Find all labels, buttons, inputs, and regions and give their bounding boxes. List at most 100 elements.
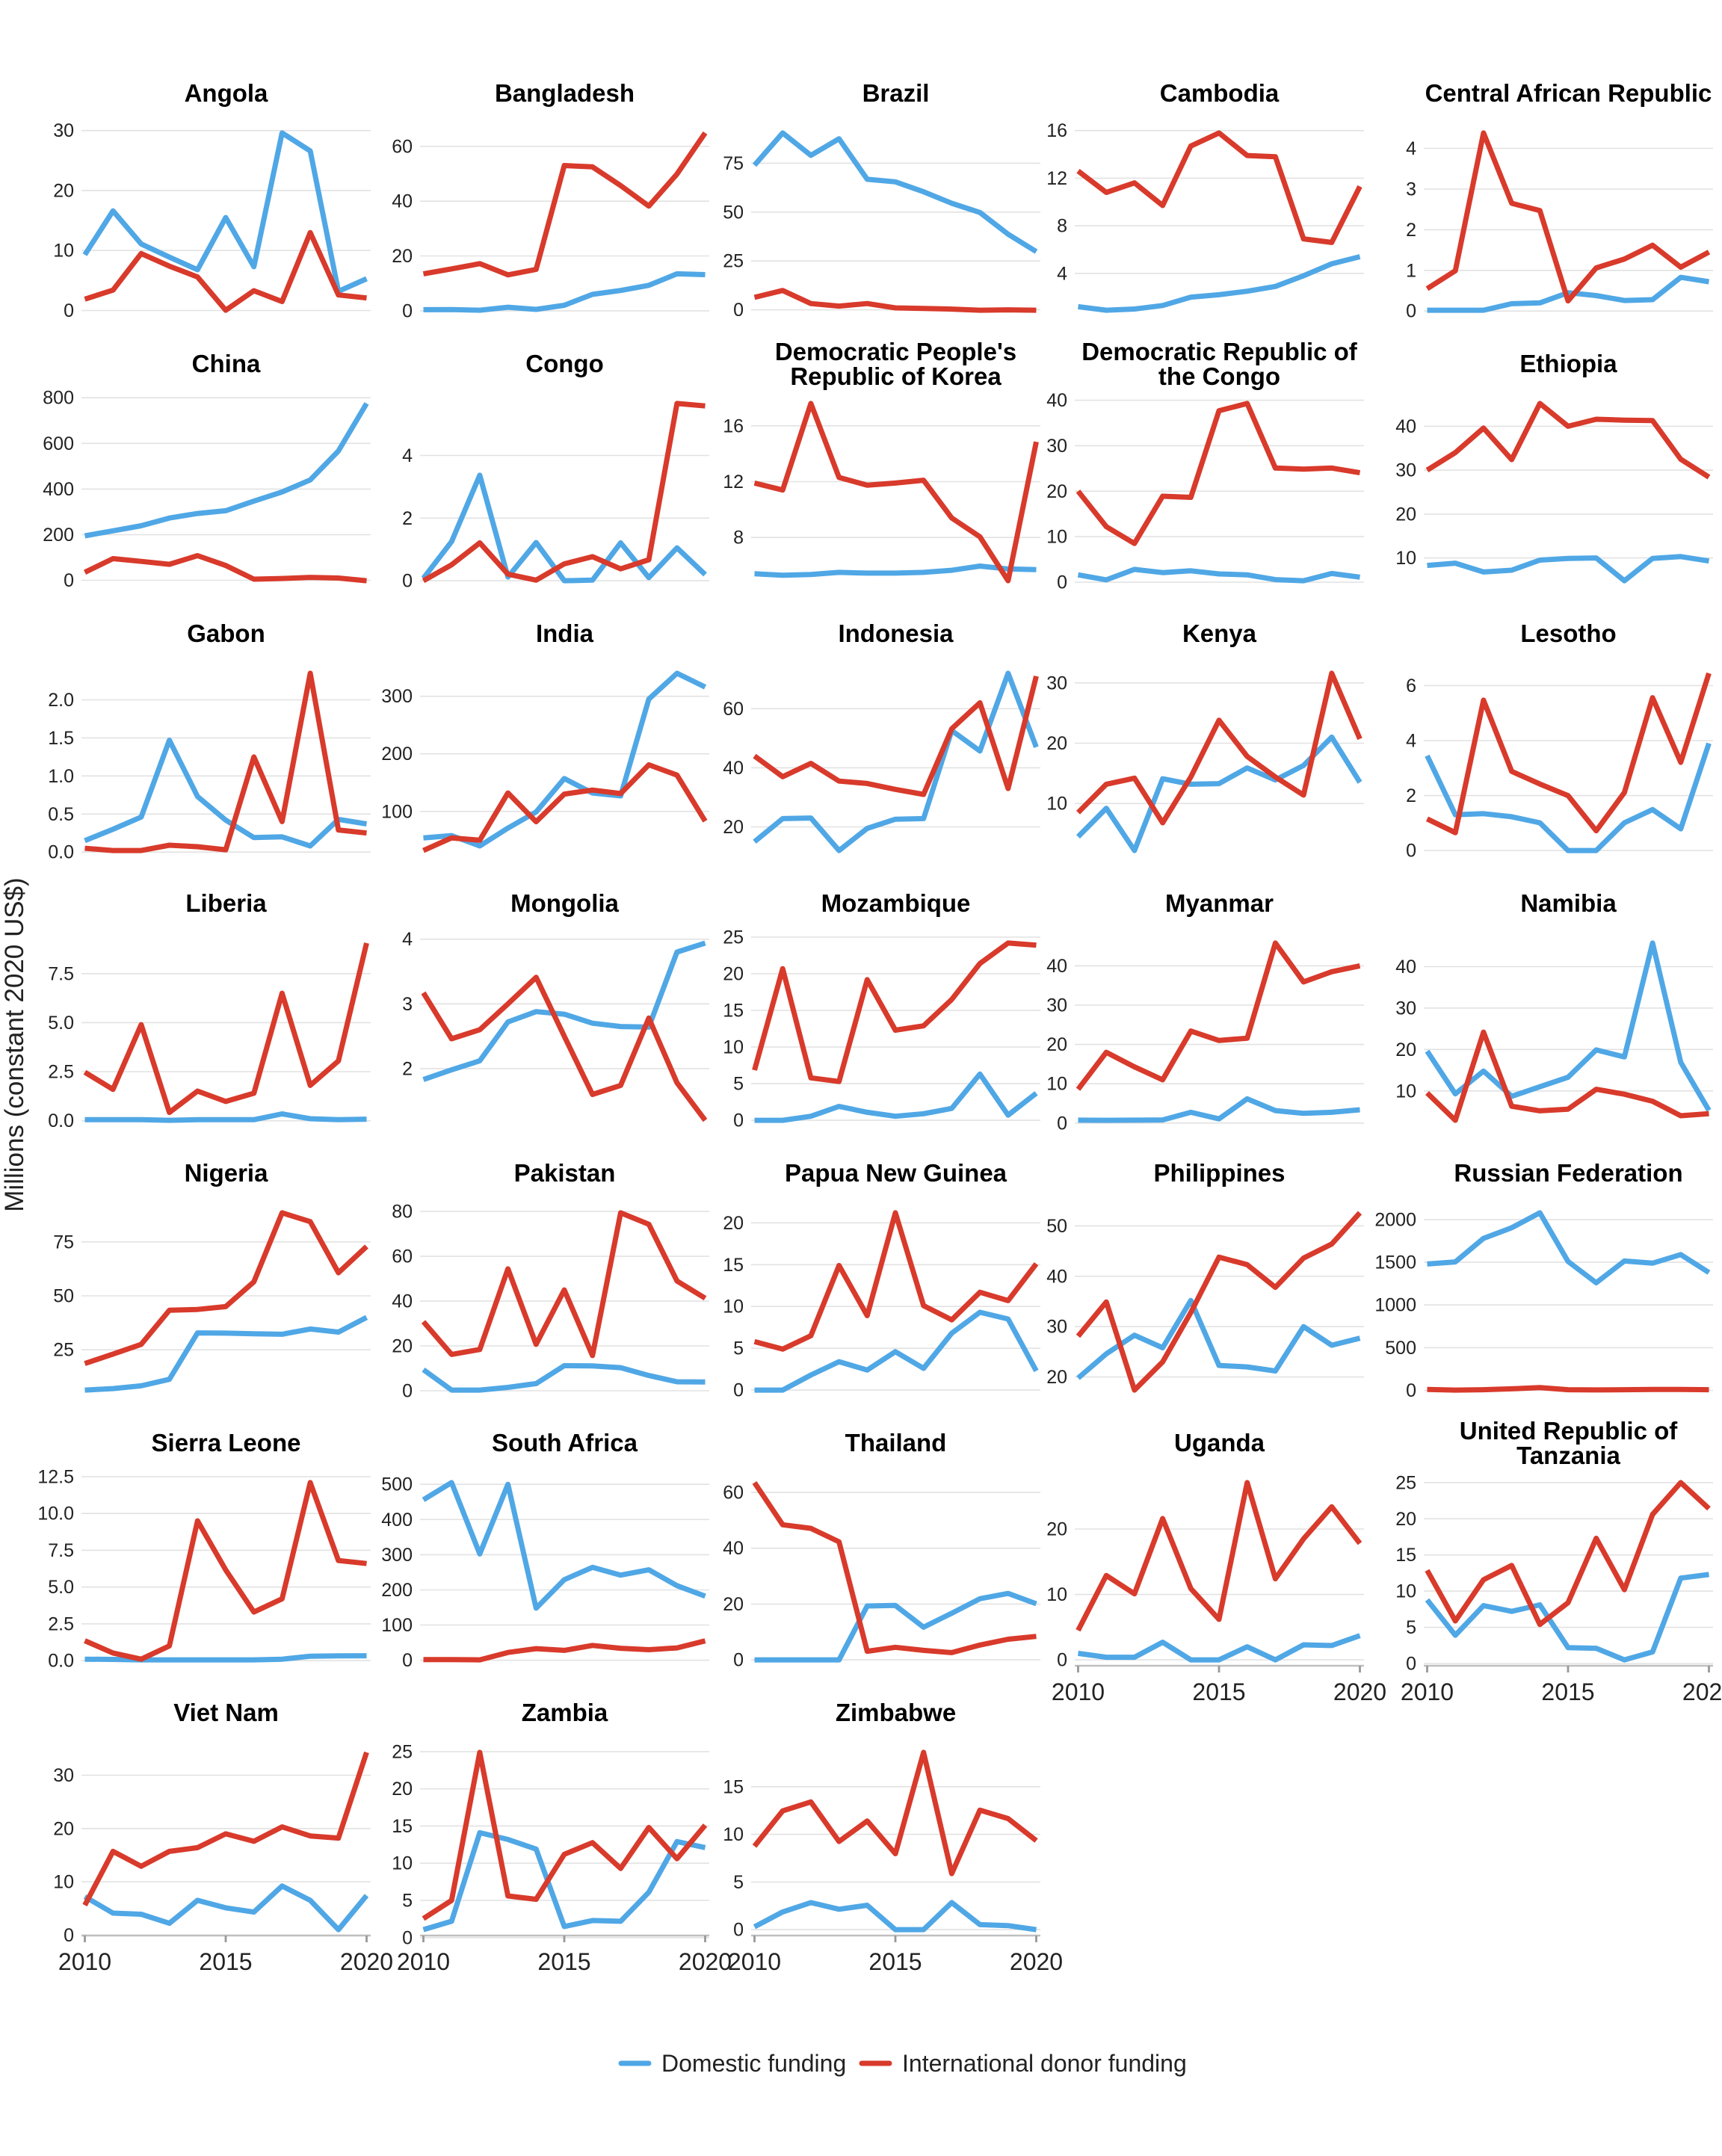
svg-text:2015: 2015: [537, 1948, 590, 1975]
svg-text:15: 15: [723, 1255, 744, 1276]
svg-text:India: India: [536, 620, 594, 647]
svg-text:0: 0: [733, 300, 744, 321]
svg-text:300: 300: [381, 1545, 413, 1566]
svg-text:0: 0: [402, 1381, 413, 1402]
svg-text:2010: 2010: [397, 1948, 450, 1975]
svg-text:2.5: 2.5: [48, 1062, 74, 1083]
svg-text:0: 0: [1406, 1380, 1416, 1401]
svg-text:3: 3: [402, 994, 413, 1015]
svg-text:0: 0: [402, 1927, 413, 1948]
svg-text:60: 60: [392, 1247, 413, 1267]
svg-text:2015: 2015: [1541, 1678, 1594, 1705]
svg-text:Republic of Korea: Republic of Korea: [790, 362, 1002, 390]
svg-text:15: 15: [392, 1816, 413, 1837]
svg-text:15: 15: [723, 1001, 744, 1022]
svg-text:60: 60: [723, 1482, 744, 1503]
svg-text:10: 10: [723, 1297, 744, 1318]
svg-text:2: 2: [1406, 220, 1416, 241]
svg-text:Lesotho: Lesotho: [1520, 620, 1616, 647]
svg-text:7.5: 7.5: [48, 1540, 74, 1561]
svg-text:2.5: 2.5: [48, 1613, 74, 1634]
svg-text:1: 1: [1406, 260, 1416, 281]
svg-text:Congo: Congo: [525, 350, 603, 377]
svg-text:Bangladesh: Bangladesh: [495, 79, 635, 107]
svg-text:5: 5: [733, 1338, 744, 1359]
svg-text:Mongolia: Mongolia: [510, 889, 619, 917]
svg-text:Indonesia: Indonesia: [838, 620, 954, 647]
svg-text:40: 40: [1046, 1266, 1067, 1287]
svg-text:30: 30: [53, 120, 74, 141]
svg-text:20: 20: [1046, 733, 1067, 754]
svg-text:1000: 1000: [1374, 1295, 1416, 1316]
svg-text:10: 10: [53, 241, 74, 262]
svg-text:4: 4: [402, 929, 413, 950]
svg-text:10: 10: [1046, 1584, 1067, 1605]
svg-text:10: 10: [723, 1824, 744, 1845]
svg-text:10: 10: [1046, 1074, 1067, 1095]
svg-text:Angola: Angola: [185, 79, 268, 107]
svg-text:10: 10: [1046, 794, 1067, 815]
svg-text:10: 10: [1395, 548, 1416, 569]
svg-text:China: China: [192, 350, 261, 377]
svg-text:50: 50: [1046, 1216, 1067, 1237]
svg-text:4: 4: [1057, 263, 1067, 284]
svg-text:Cambodia: Cambodia: [1160, 79, 1280, 107]
svg-text:2020: 2020: [1333, 1678, 1386, 1705]
svg-text:12: 12: [1046, 168, 1067, 189]
svg-text:2: 2: [402, 1058, 413, 1079]
svg-text:10: 10: [53, 1872, 74, 1893]
svg-text:Viet Nam: Viet Nam: [173, 1699, 279, 1726]
svg-text:40: 40: [723, 758, 744, 779]
svg-text:12.5: 12.5: [37, 1467, 74, 1488]
svg-text:South Africa: South Africa: [492, 1429, 638, 1457]
svg-text:4: 4: [1406, 138, 1416, 159]
svg-text:Kenya: Kenya: [1182, 620, 1257, 647]
svg-text:the Congo: the Congo: [1158, 362, 1280, 390]
svg-text:2020: 2020: [1010, 1948, 1063, 1975]
svg-text:20: 20: [1046, 1034, 1067, 1055]
svg-text:60: 60: [723, 699, 744, 720]
svg-text:1.5: 1.5: [48, 728, 74, 749]
svg-text:0.0: 0.0: [48, 842, 74, 863]
svg-text:2015: 2015: [199, 1948, 252, 1975]
svg-text:20: 20: [1395, 1040, 1416, 1060]
svg-text:Sierra Leone: Sierra Leone: [152, 1429, 301, 1457]
svg-text:0: 0: [402, 571, 413, 592]
svg-text:5.0: 5.0: [48, 1013, 74, 1034]
svg-text:20: 20: [1046, 1519, 1067, 1540]
svg-text:0: 0: [1057, 1113, 1067, 1134]
svg-text:25: 25: [723, 927, 744, 948]
svg-text:30: 30: [53, 1765, 74, 1786]
svg-text:10: 10: [723, 1037, 744, 1058]
svg-text:600: 600: [43, 433, 74, 454]
svg-text:2015: 2015: [868, 1948, 922, 1975]
svg-text:10: 10: [392, 1853, 413, 1874]
svg-text:20: 20: [723, 817, 744, 838]
svg-text:75: 75: [53, 1232, 74, 1252]
svg-text:200: 200: [381, 1580, 413, 1601]
svg-text:2020: 2020: [1682, 1678, 1722, 1705]
svg-text:12: 12: [723, 472, 744, 492]
svg-text:500: 500: [1385, 1338, 1416, 1359]
svg-text:25: 25: [1395, 1472, 1416, 1493]
svg-text:Nigeria: Nigeria: [185, 1159, 269, 1187]
svg-text:500: 500: [381, 1474, 413, 1495]
svg-text:60: 60: [392, 136, 413, 157]
svg-text:4: 4: [402, 445, 413, 466]
svg-text:2010: 2010: [58, 1948, 111, 1975]
svg-text:20: 20: [1046, 1367, 1067, 1388]
svg-text:10: 10: [1395, 1081, 1416, 1102]
svg-text:Brazil: Brazil: [862, 79, 930, 107]
svg-text:20: 20: [1046, 481, 1067, 502]
svg-text:Gabon: Gabon: [187, 620, 265, 647]
svg-text:0: 0: [64, 300, 74, 321]
svg-text:0: 0: [1057, 1650, 1067, 1671]
svg-text:Liberia: Liberia: [185, 889, 267, 917]
svg-text:30: 30: [1046, 673, 1067, 694]
svg-text:Uganda: Uganda: [1174, 1429, 1265, 1457]
svg-text:800: 800: [43, 388, 74, 409]
svg-text:5: 5: [733, 1872, 744, 1893]
svg-text:30: 30: [1046, 436, 1067, 457]
svg-text:5: 5: [402, 1891, 413, 1912]
svg-text:5: 5: [1406, 1617, 1416, 1638]
